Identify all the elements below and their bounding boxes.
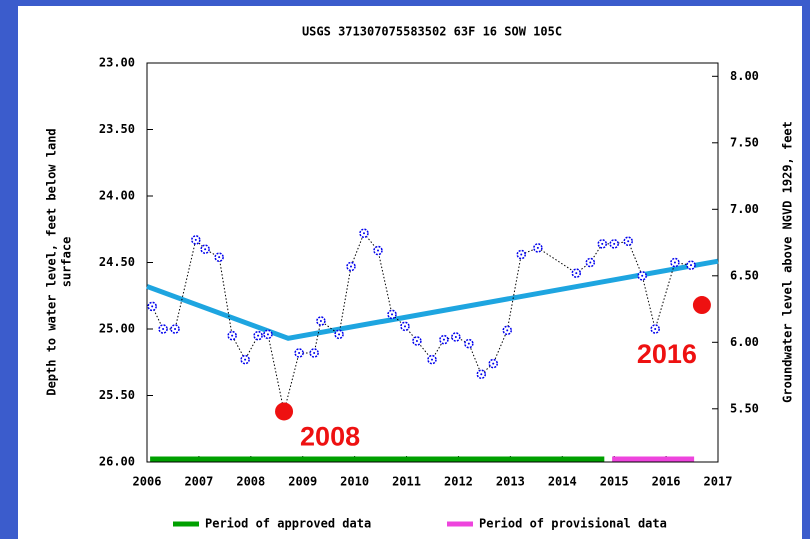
- data-point-center: [338, 333, 341, 336]
- annotation: 2016: [637, 339, 697, 369]
- y2-tick-label: 7.00: [730, 202, 759, 216]
- trend-line: [146, 258, 719, 341]
- data-point-center: [575, 272, 578, 275]
- y-tick-label: 25.50: [99, 388, 135, 402]
- annotation: 2008: [300, 421, 360, 451]
- data-point-center: [218, 256, 221, 259]
- data-point-center: [298, 351, 301, 354]
- data-point-center: [673, 261, 676, 264]
- data-point-center: [151, 305, 154, 308]
- y-tick-label: 25.00: [99, 322, 135, 336]
- data-point-center: [613, 242, 616, 245]
- data-point-center: [430, 358, 433, 361]
- data-point-center: [376, 249, 379, 252]
- data-point-center: [654, 328, 657, 330]
- x-tick-label: 2017: [704, 475, 733, 489]
- x-tick-label: 2014: [548, 475, 577, 489]
- data-point-center: [690, 264, 693, 267]
- data-point-center: [350, 265, 353, 268]
- data-point-center: [204, 248, 207, 251]
- data-point-center: [536, 246, 539, 249]
- x-tick-label: 2009: [288, 475, 317, 489]
- panel: [18, 6, 802, 539]
- data-point-center: [520, 253, 523, 256]
- x-tick-label: 2013: [496, 475, 525, 489]
- y2-tick-label: 7.50: [730, 135, 759, 149]
- data-point-center: [162, 328, 165, 330]
- data-point-center: [589, 261, 592, 264]
- data-point-center: [454, 335, 457, 338]
- highlight-point: [692, 296, 711, 315]
- x-tick-label: 2016: [652, 475, 681, 489]
- x-tick-label: 2011: [392, 475, 421, 489]
- data-point-center: [257, 334, 260, 337]
- y-tick-label: 24.00: [99, 189, 135, 203]
- y2-tick-label: 8.00: [730, 69, 759, 83]
- data-point-center: [231, 334, 234, 337]
- x-tick-label: 2015: [600, 475, 629, 489]
- legend-label: Period of approved data: [205, 517, 371, 531]
- y2-tick-label: 6.50: [730, 268, 759, 282]
- data-point-center: [313, 351, 316, 354]
- data-point-center: [601, 242, 604, 245]
- data-point-center: [174, 328, 177, 330]
- y-tick-label: 23.50: [99, 122, 135, 136]
- x-tick-label: 2010: [340, 475, 369, 489]
- data-point-center: [442, 338, 445, 341]
- chart-title: USGS 371307075583502 63F 16 SOW 105C: [302, 25, 562, 39]
- y2-tick-label: 6.00: [730, 335, 759, 349]
- y2-axis-label: Groundwater level above NGVD 1929, feet: [781, 121, 795, 403]
- highlight-point: [275, 402, 294, 421]
- data-point-center: [506, 329, 509, 332]
- y-axis-label: surface: [60, 237, 74, 288]
- data-point-center: [266, 333, 269, 336]
- data-point-center: [319, 320, 322, 323]
- data-point-center: [244, 358, 247, 361]
- y-tick-label: 24.50: [99, 255, 135, 269]
- x-tick-label: 2007: [184, 475, 213, 489]
- data-point-center: [391, 313, 394, 316]
- y-tick-label: 23.00: [99, 56, 135, 70]
- data-point-center: [362, 232, 365, 235]
- data-point-center: [194, 238, 197, 241]
- data-point-center: [403, 325, 406, 328]
- data-point-center: [480, 373, 483, 376]
- y-axis-label: Depth to water level, feet below land: [45, 128, 59, 395]
- data-point-center: [492, 362, 495, 365]
- y-tick-label: 26.00: [99, 455, 135, 469]
- y2-tick-label: 5.50: [730, 401, 759, 415]
- legend-label: Period of provisional data: [479, 517, 667, 531]
- x-tick-label: 2012: [444, 475, 473, 489]
- data-point-center: [415, 339, 418, 342]
- data-point-center: [627, 240, 630, 243]
- x-tick-label: 2006: [133, 475, 162, 489]
- data-point-center: [467, 342, 470, 345]
- data-point-center: [641, 274, 644, 277]
- x-tick-label: 2008: [236, 475, 265, 489]
